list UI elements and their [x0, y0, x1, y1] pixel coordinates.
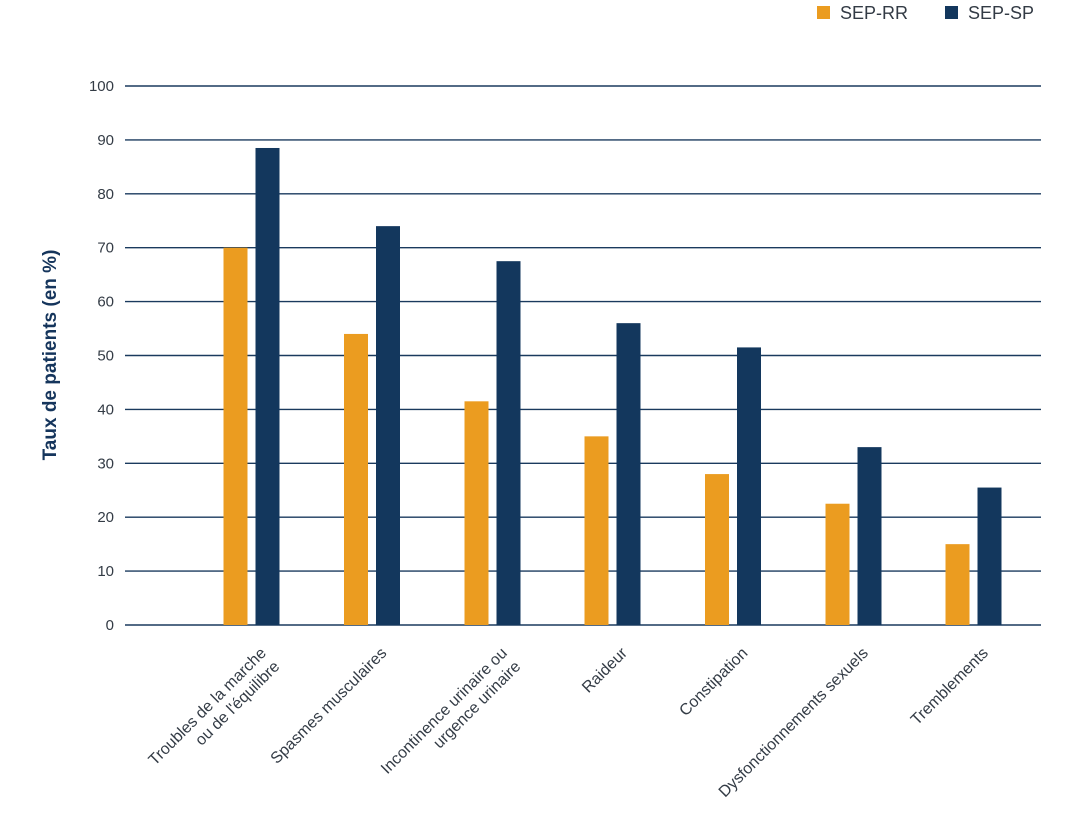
x-category-label-0: Troubles de la marcheou de l'équilibre — [146, 645, 284, 783]
y-tick-label-30: 30 — [97, 455, 114, 472]
bar-sep-sp-4 — [737, 347, 761, 625]
legend-label-sep-sp: SEP-SP — [968, 3, 1034, 23]
legend-label-sep-rr: SEP-RR — [840, 3, 908, 23]
x-category-label-4: Constipation — [676, 645, 751, 720]
y-tick-label-100: 100 — [89, 78, 114, 95]
bar-sep-sp-3 — [616, 323, 641, 625]
bar-sep-sp-6 — [977, 487, 1002, 625]
y-tick-label-40: 40 — [97, 401, 114, 418]
legend: SEP-RR SEP-SP — [817, 3, 1034, 23]
x-axis-category-labels: Troubles de la marcheou de l'équilibreSp… — [146, 644, 992, 801]
x-category-label-line: Troubles de la marche — [146, 645, 270, 769]
y-tick-label-60: 60 — [97, 294, 114, 311]
y-tick-label-80: 80 — [97, 186, 114, 203]
legend-swatch-sep-rr — [817, 6, 830, 19]
legend-swatch-sep-sp — [945, 6, 958, 19]
y-tick-label-20: 20 — [97, 509, 114, 526]
y-tick-label-70: 70 — [97, 240, 114, 257]
x-category-label-2: Incontinence urinaire ouurgence urinaire — [378, 645, 524, 791]
x-category-label-line: Tremblements — [908, 645, 992, 729]
x-category-label-6: Tremblements — [908, 645, 992, 729]
x-category-label-line: Incontinence urinaire ou — [378, 645, 511, 778]
y-tick-label-10: 10 — [97, 563, 114, 580]
bar-sep-sp-1 — [376, 226, 400, 625]
x-category-label-line: Constipation — [676, 645, 751, 720]
x-category-label-1: Spasmes musculaires — [268, 645, 391, 768]
bars — [223, 147, 1002, 626]
x-category-label-line: Raideur — [579, 644, 631, 696]
bar-sep-sp-5 — [857, 447, 882, 625]
bar-sep-rr-2 — [464, 401, 489, 625]
x-category-label-line: Spasmes musculaires — [268, 645, 391, 768]
y-tick-label-0: 0 — [106, 617, 114, 634]
y-tick-label-90: 90 — [97, 132, 114, 149]
bar-sep-sp-0 — [255, 147, 280, 626]
bar-sep-rr-6 — [945, 544, 970, 625]
y-axis-title: Taux de patients (en %) — [40, 250, 61, 461]
bar-sep-sp-2 — [496, 261, 521, 625]
bar-sep-rr-4 — [705, 474, 729, 625]
bar-sep-rr-3 — [584, 436, 609, 625]
y-axis-ticks: 0 10 20 30 40 50 60 70 80 90 100 — [89, 78, 114, 634]
bar-sep-rr-1 — [344, 333, 368, 625]
y-tick-label-50: 50 — [97, 348, 114, 365]
bar-sep-rr-5 — [825, 503, 850, 625]
bar-sep-rr-0 — [223, 247, 248, 625]
x-category-label-3: Raideur — [579, 644, 631, 696]
